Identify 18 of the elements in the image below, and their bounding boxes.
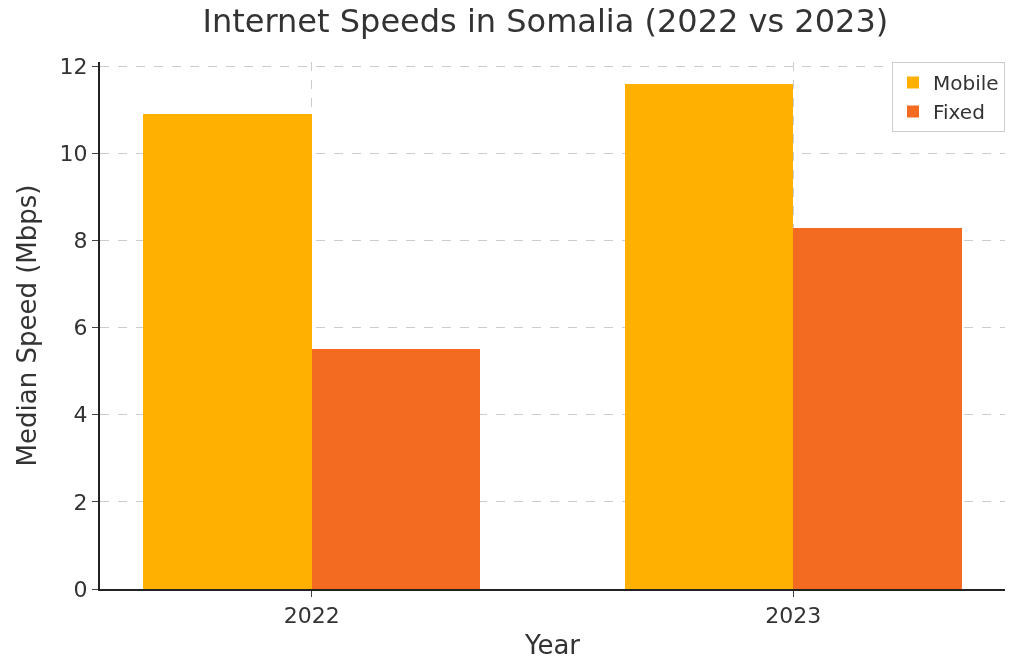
y-tick-label: 4	[73, 402, 88, 428]
y-axis-title: Median Speed (Mbps)	[12, 184, 43, 467]
bar	[625, 84, 793, 589]
bar	[143, 114, 312, 589]
x-axis-title: Year	[523, 629, 581, 660]
y-tick-label: 10	[59, 141, 88, 167]
x-tick-label: 2023	[765, 603, 822, 629]
y-tick-label: 6	[73, 315, 88, 341]
x-tick-label: 2022	[283, 603, 340, 629]
bar	[312, 349, 480, 589]
y-tick-label: 0	[73, 576, 88, 602]
y-tick-label: 8	[73, 228, 88, 254]
legend-label: Mobile	[933, 71, 999, 96]
legend-label: Fixed	[933, 100, 985, 125]
bar	[793, 228, 962, 589]
y-tick-label: 12	[59, 54, 88, 80]
chart-title: Internet Speeds in Somalia (2022 vs 2023)	[202, 2, 889, 41]
y-tick-label: 2	[73, 489, 88, 515]
